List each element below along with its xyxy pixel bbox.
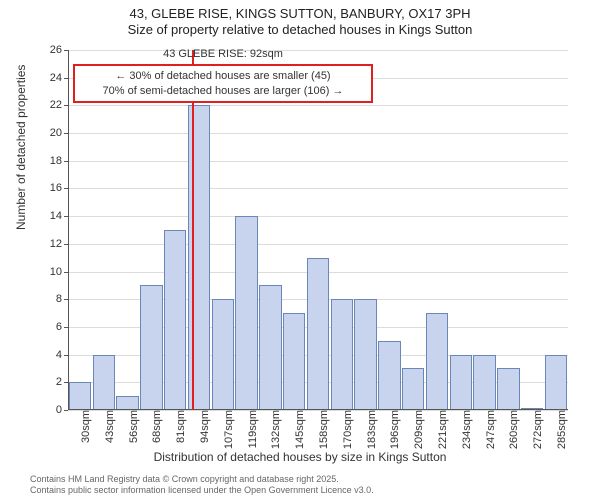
- x-tick-label: 272sqm: [532, 410, 544, 449]
- annotation-line-2: 70% of semi-detached houses are larger (…: [83, 84, 363, 98]
- chart-container: 43, GLEBE RISE, KINGS SUTTON, BANBURY, O…: [0, 0, 600, 500]
- bar: [140, 285, 162, 410]
- x-tick-label: 107sqm: [223, 410, 235, 449]
- x-tick-label: 30sqm: [80, 410, 92, 443]
- x-tick-label: 43sqm: [104, 410, 116, 443]
- x-tick-label: 158sqm: [318, 410, 330, 449]
- title-line-2: Size of property relative to detached ho…: [0, 22, 600, 38]
- x-tick-label: 260sqm: [508, 410, 520, 449]
- bar: [378, 341, 400, 410]
- y-tick-label: 20: [36, 127, 62, 139]
- x-axis: [68, 409, 568, 410]
- x-tick-label: 285sqm: [556, 410, 568, 449]
- bar: [473, 355, 495, 410]
- gridline: [68, 216, 568, 217]
- x-tick-label: 94sqm: [199, 410, 211, 443]
- bar: [283, 313, 305, 410]
- y-tick-label: 18: [36, 155, 62, 167]
- gridline: [68, 133, 568, 134]
- bar: [331, 299, 353, 410]
- footnote-line-2: Contains public sector information licen…: [30, 485, 374, 496]
- gridline: [68, 105, 568, 106]
- x-tick-label: 247sqm: [485, 410, 497, 449]
- y-tick-label: 16: [36, 182, 62, 194]
- x-tick-label: 221sqm: [437, 410, 449, 449]
- bar: [426, 313, 448, 410]
- bar: [116, 396, 138, 410]
- footnote-line-1: Contains HM Land Registry data © Crown c…: [30, 474, 374, 485]
- x-tick-label: 132sqm: [270, 410, 282, 449]
- annotation-box: ← 30% of detached houses are smaller (45…: [73, 64, 373, 103]
- title-line-1: 43, GLEBE RISE, KINGS SUTTON, BANBURY, O…: [0, 6, 600, 22]
- y-tick-label: 10: [36, 266, 62, 278]
- x-tick-label: 170sqm: [342, 410, 354, 449]
- x-tick-label: 56sqm: [128, 410, 140, 443]
- bar: [212, 299, 234, 410]
- bar: [497, 368, 519, 410]
- gridline: [68, 188, 568, 189]
- y-tick-label: 22: [36, 99, 62, 111]
- bar: [545, 355, 567, 410]
- annotation-title: 43 GLEBE RISE: 92sqm: [73, 48, 373, 60]
- bar: [307, 258, 329, 410]
- gridline: [68, 161, 568, 162]
- x-tick-label: 234sqm: [461, 410, 473, 449]
- plot-area: 0246810121416182022242630sqm43sqm56sqm68…: [68, 50, 568, 410]
- y-tick-label: 4: [36, 349, 62, 361]
- bar: [235, 216, 257, 410]
- annotation-line-1: ← 30% of detached houses are smaller (45…: [83, 69, 363, 83]
- gridline: [68, 244, 568, 245]
- bar: [93, 355, 115, 410]
- y-tick-label: 6: [36, 321, 62, 333]
- bar: [354, 299, 376, 410]
- x-tick-label: 119sqm: [247, 410, 259, 448]
- x-tick-label: 209sqm: [413, 410, 425, 449]
- y-tick-mark: [64, 410, 68, 411]
- y-axis: [68, 50, 69, 410]
- bar: [450, 355, 472, 410]
- title-block: 43, GLEBE RISE, KINGS SUTTON, BANBURY, O…: [0, 0, 600, 39]
- bar: [259, 285, 281, 410]
- y-tick-label: 0: [36, 404, 62, 416]
- x-tick-label: 68sqm: [151, 410, 163, 443]
- footnote: Contains HM Land Registry data © Crown c…: [30, 474, 374, 496]
- x-tick-label: 183sqm: [366, 410, 378, 449]
- y-tick-label: 24: [36, 72, 62, 84]
- bar: [164, 230, 186, 410]
- y-tick-label: 12: [36, 238, 62, 250]
- bar: [402, 368, 424, 410]
- reference-line: [192, 50, 194, 410]
- bar: [69, 382, 91, 410]
- y-tick-label: 8: [36, 293, 62, 305]
- x-axis-label: Distribution of detached houses by size …: [0, 450, 600, 464]
- x-tick-label: 145sqm: [294, 410, 306, 449]
- y-tick-label: 2: [36, 376, 62, 388]
- y-axis-label: Number of detached properties: [14, 65, 28, 230]
- y-tick-label: 26: [36, 44, 62, 56]
- y-tick-label: 14: [36, 210, 62, 222]
- x-tick-label: 196sqm: [389, 410, 401, 449]
- x-tick-label: 81sqm: [175, 410, 187, 443]
